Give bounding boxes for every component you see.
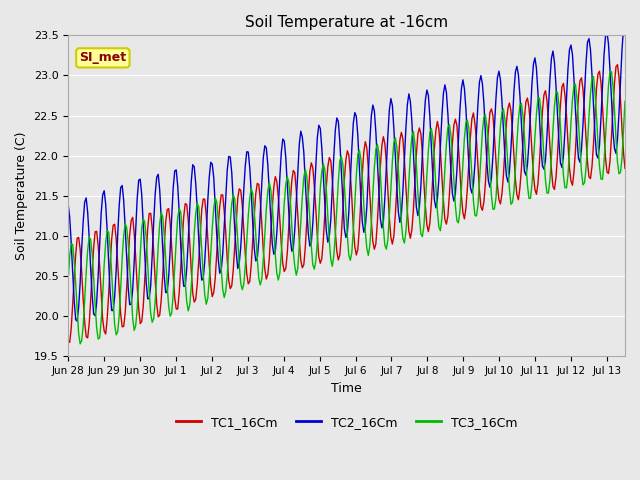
Text: SI_met: SI_met (79, 51, 127, 64)
TC1_16Cm (157, 297, 165, 303)
TC3_16Cm (64, 278, 72, 284)
Line: TC3_16Cm: TC3_16Cm (68, 72, 625, 344)
TC3_16Cm (76, 341, 84, 347)
TC1_16Cm (611, 80, 618, 86)
Y-axis label: Soil Temperature (C): Soil Temperature (C) (15, 132, 28, 260)
TC2_16Cm (64, 201, 72, 207)
TC1_16Cm (66, 339, 74, 345)
Line: TC2_16Cm: TC2_16Cm (68, 25, 625, 321)
TC3_16Cm (349, 228, 357, 233)
TC1_16Cm (253, 180, 261, 186)
TC2_16Cm (74, 318, 81, 324)
TC1_16Cm (64, 337, 72, 343)
TC3_16Cm (474, 203, 482, 209)
TC3_16Cm (157, 210, 165, 216)
TC2_16Cm (157, 216, 165, 221)
TC1_16Cm (614, 62, 621, 68)
TC2_16Cm (621, 23, 629, 28)
Title: Soil Temperature at -16cm: Soil Temperature at -16cm (245, 15, 448, 30)
TC1_16Cm (621, 166, 629, 171)
Legend: TC1_16Cm, TC2_16Cm, TC3_16Cm: TC1_16Cm, TC2_16Cm, TC3_16Cm (171, 411, 523, 434)
TC1_16Cm (136, 321, 144, 326)
TC2_16Cm (474, 102, 482, 108)
TC3_16Cm (136, 251, 144, 256)
TC1_16Cm (349, 225, 357, 230)
Line: TC1_16Cm: TC1_16Cm (68, 65, 625, 342)
TC2_16Cm (136, 176, 144, 182)
TC2_16Cm (611, 146, 618, 152)
X-axis label: Time: Time (332, 382, 362, 395)
TC2_16Cm (253, 256, 261, 262)
TC3_16Cm (612, 135, 620, 141)
TC3_16Cm (621, 98, 629, 104)
TC2_16Cm (349, 120, 357, 126)
TC1_16Cm (474, 163, 482, 168)
TC3_16Cm (253, 256, 261, 262)
TC3_16Cm (606, 69, 614, 74)
